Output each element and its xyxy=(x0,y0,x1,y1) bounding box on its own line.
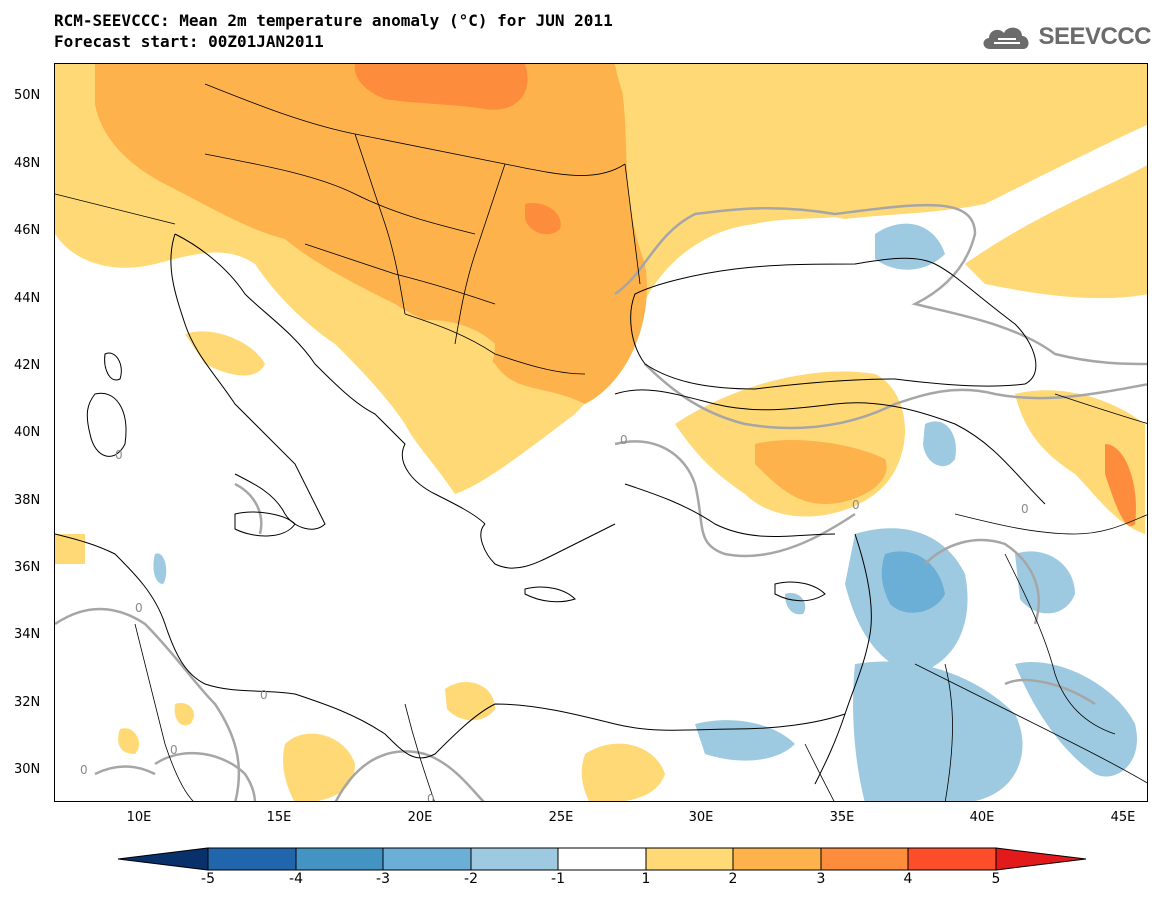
lat-label: 40N xyxy=(14,425,41,440)
zero-contours xyxy=(55,203,1147,801)
lon-label: 30E xyxy=(688,810,714,825)
lat-label: 48N xyxy=(14,156,41,171)
lat-label: 44N xyxy=(14,291,41,306)
map-canvas: 0 0 0 0 0 0 0 0 0 xyxy=(55,64,1147,802)
colorbar-box xyxy=(470,847,559,871)
lat-label: 34N xyxy=(14,627,41,642)
country-borders xyxy=(55,83,1147,801)
colorbar: -5 -4 -3 -2 -1 1 2 3 4 5 xyxy=(117,847,1088,907)
lon-label: 40E xyxy=(969,810,995,825)
colorbar-box xyxy=(907,847,997,871)
colorbar-label: -1 xyxy=(551,871,565,887)
contour-label: 0 xyxy=(135,601,143,615)
lon-label: 35E xyxy=(829,810,855,825)
title-line-1: RCM-SEEVCCC: Mean 2m temperature anomaly… xyxy=(54,11,613,30)
colorbar-label: 2 xyxy=(728,871,738,887)
seevccc-logo: SEEVCCC xyxy=(980,20,1151,54)
contour-label: 0 xyxy=(1021,502,1029,516)
colorbar-box xyxy=(295,847,384,871)
contour-label: 0 xyxy=(170,743,178,757)
warm-anomaly-fills xyxy=(55,64,1147,801)
colorbar-label: -4 xyxy=(289,871,303,887)
contour-label: 0 xyxy=(80,763,88,777)
lon-label: 15E xyxy=(266,810,292,825)
colorbar-label: -2 xyxy=(464,871,478,887)
lat-label: 50N xyxy=(14,88,41,103)
colorbar-box xyxy=(207,847,297,871)
lon-label: 45E xyxy=(1110,810,1136,825)
colorbar-label: 1 xyxy=(641,871,651,887)
lon-label: 10E xyxy=(126,810,152,825)
figure-title: RCM-SEEVCCC: Mean 2m temperature anomaly… xyxy=(54,10,613,52)
colorbar-bar xyxy=(117,847,1087,871)
lat-label: 42N xyxy=(14,358,41,373)
lon-label: 25E xyxy=(548,810,574,825)
coastlines xyxy=(55,233,1046,785)
colorbar-label: 5 xyxy=(991,871,1001,887)
lat-label: 32N xyxy=(14,695,41,710)
colorbar-box xyxy=(557,847,647,871)
colorbar-label: 3 xyxy=(816,871,826,887)
cloud-icon xyxy=(983,27,1029,49)
logo-text: SEEVCCC xyxy=(1038,23,1151,50)
lat-label: 36N xyxy=(14,560,41,575)
contour-label: 0 xyxy=(115,448,123,462)
colorbar-label: -5 xyxy=(201,871,215,887)
contour-label: 0 xyxy=(852,498,860,512)
contour-label: 0 xyxy=(260,688,268,702)
lat-label: 38N xyxy=(14,493,41,508)
colorbar-arrow-left xyxy=(117,847,209,871)
lat-label: 46N xyxy=(14,223,41,238)
colorbar-arrow-right xyxy=(995,847,1087,871)
colorbar-box xyxy=(382,847,472,871)
contour-label: 0 xyxy=(620,433,628,447)
colorbar-label: 4 xyxy=(903,871,913,887)
colorbar-box xyxy=(820,847,909,871)
colorbar-box xyxy=(645,847,734,871)
lon-label: 20E xyxy=(407,810,433,825)
contour-labels: 0 0 0 0 0 0 0 0 0 xyxy=(80,433,1029,802)
colorbar-label: -3 xyxy=(376,871,390,887)
colorbar-box xyxy=(732,847,822,871)
anomaly-map: 0 0 0 0 0 0 0 0 0 xyxy=(54,63,1148,802)
contour-label: 0 xyxy=(427,792,435,802)
lat-label: 30N xyxy=(14,762,41,777)
title-line-2: Forecast start: 00Z01JAN2011 xyxy=(54,32,324,51)
